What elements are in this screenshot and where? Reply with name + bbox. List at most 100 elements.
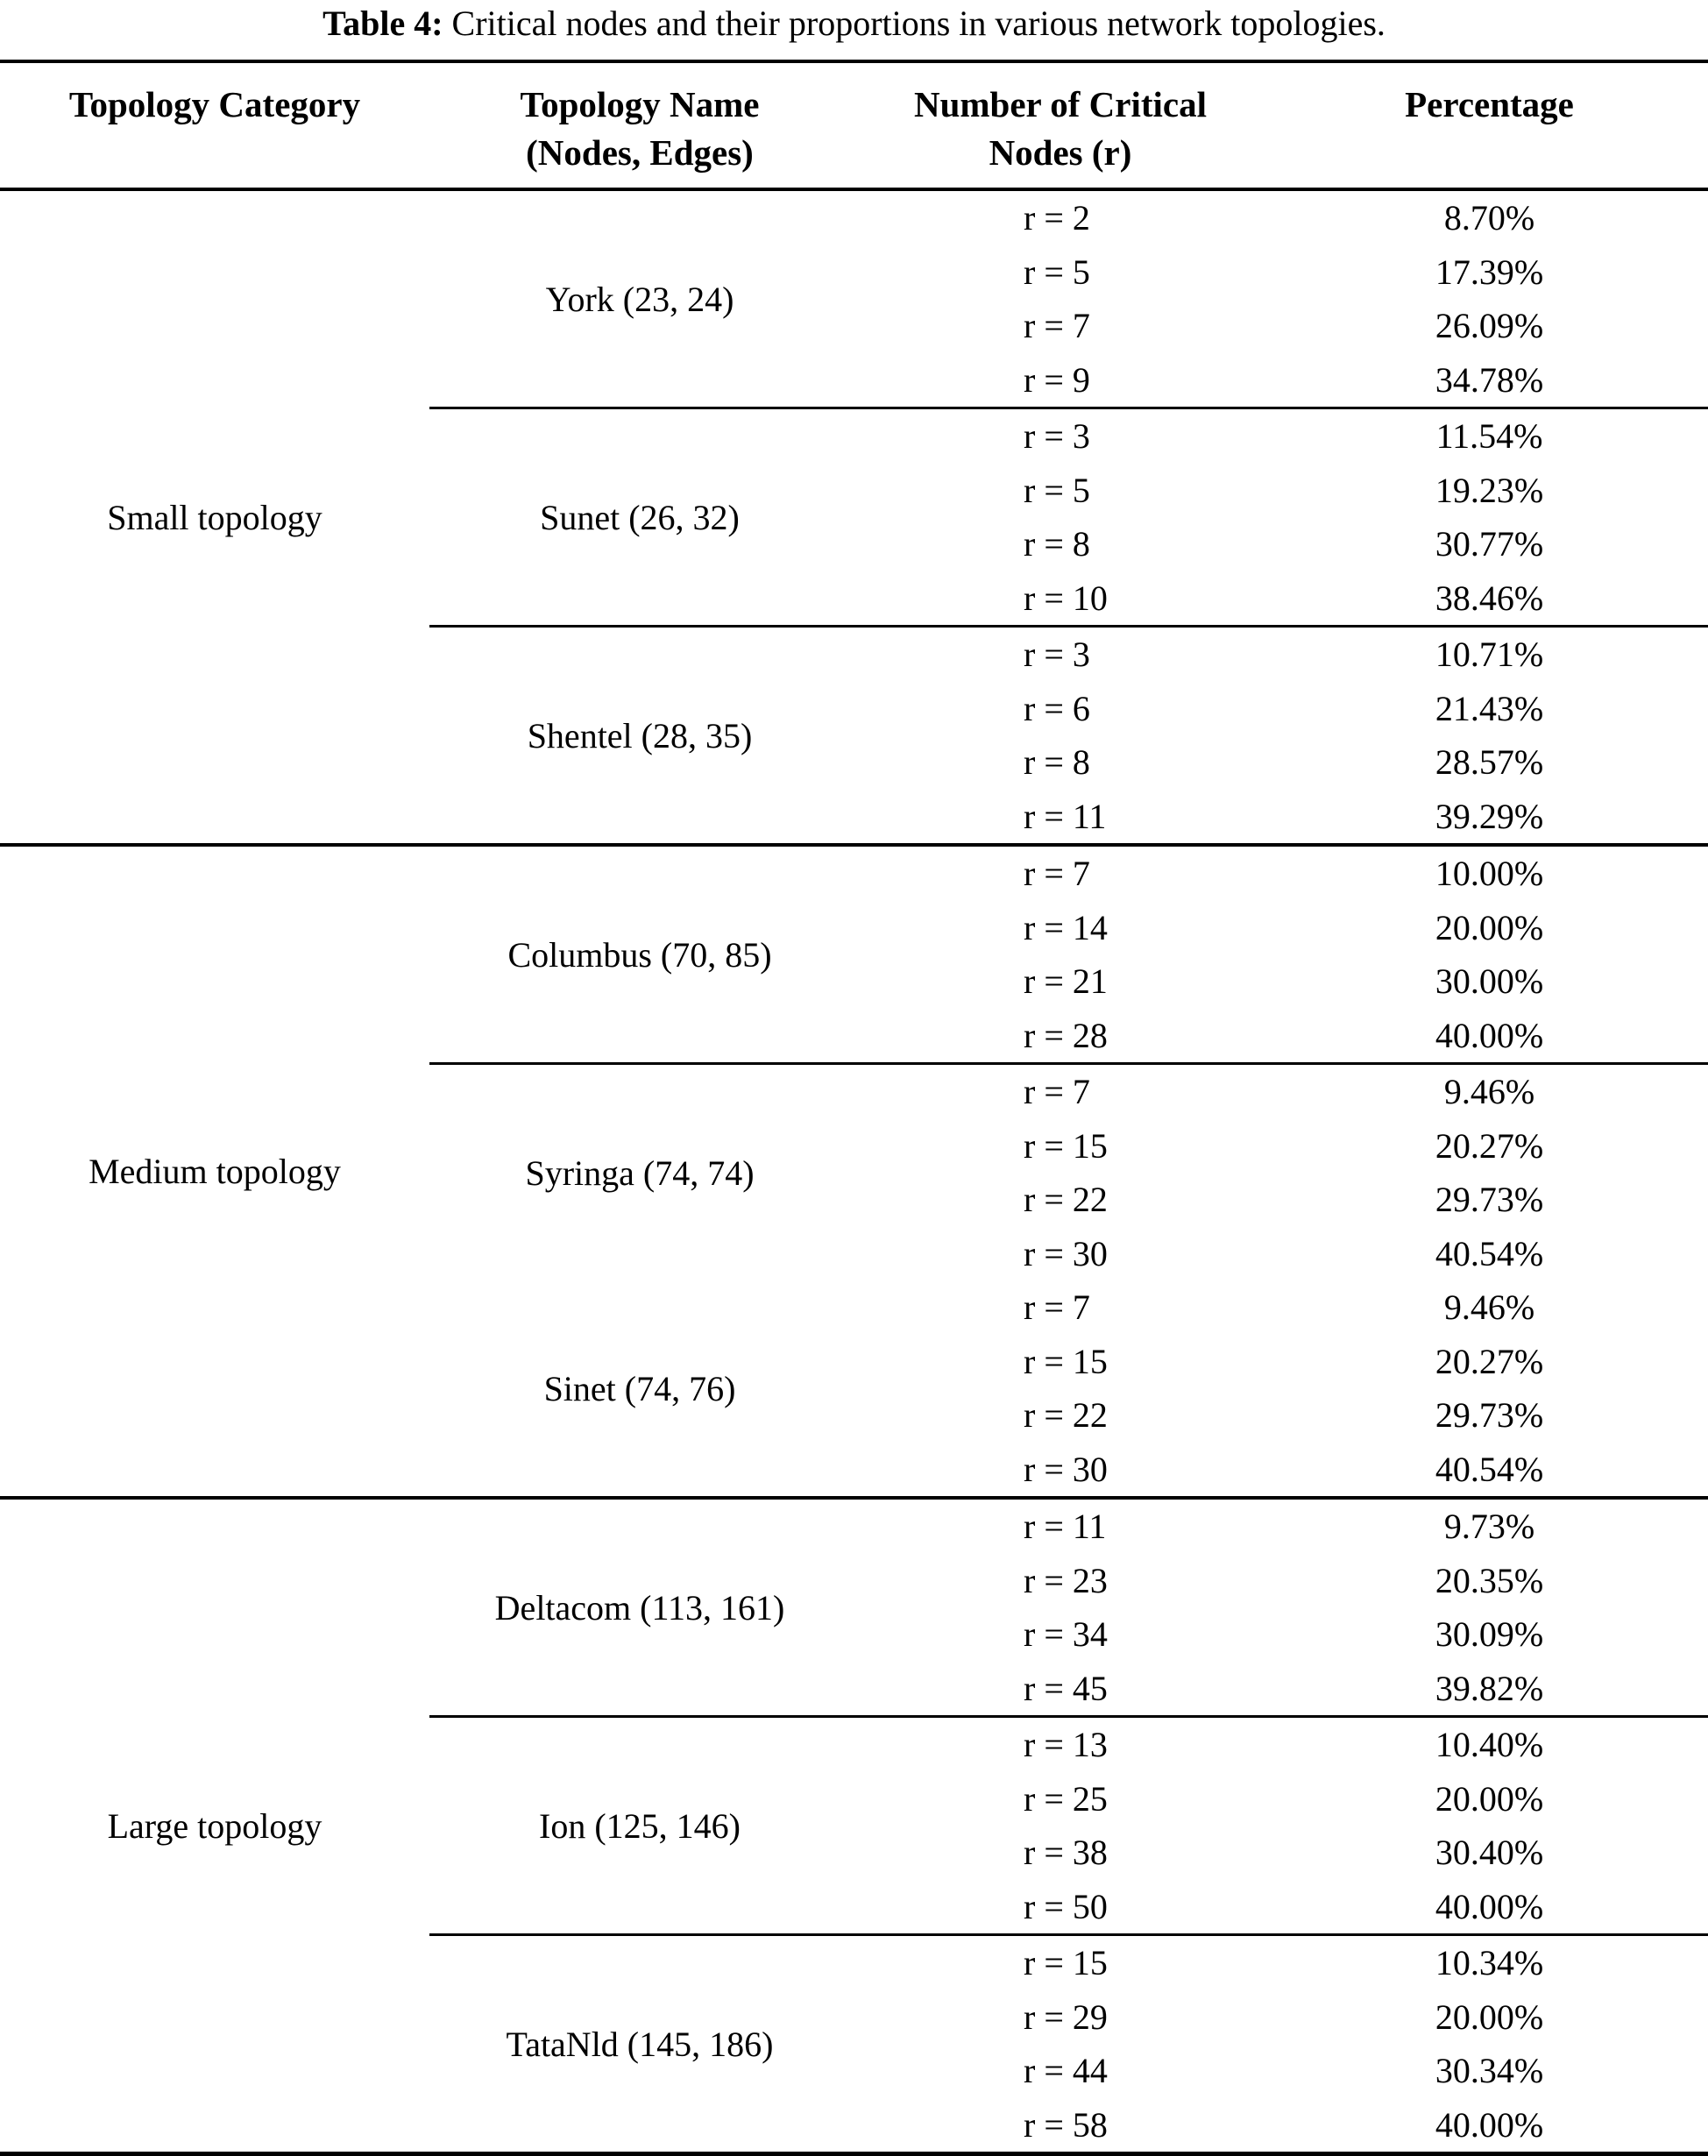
table-row: r = 58 40.00%: [850, 2098, 1708, 2152]
critical-nodes-table: Topology Category Topology Name (Nodes, …: [0, 60, 1708, 2156]
table-row: r = 11 9.73%: [850, 1500, 1708, 1554]
critical-nodes-value: r = 15: [1024, 1341, 1108, 1381]
table-row: r = 8 30.77%: [850, 517, 1708, 571]
percentage-value: 38.46%: [1435, 578, 1544, 618]
table-row: r = 11 39.29%: [850, 790, 1708, 844]
critical-nodes-value: r = 15: [1024, 1125, 1108, 1166]
category-label: Small topology: [107, 497, 322, 537]
topology-rows: r = 7 9.46% r = 15 20.27% r = 22 29.73%: [850, 1280, 1708, 1496]
percentage-value: 10.40%: [1435, 1725, 1544, 1765]
percentage-value: 29.73%: [1435, 1395, 1544, 1436]
critical-nodes-value: r = 38: [1024, 1833, 1108, 1873]
percentage-value: 30.09%: [1435, 1614, 1544, 1655]
topology-rows: r = 3 10.71% r = 6 21.43% r = 8 28.57%: [850, 628, 1708, 843]
topology-rows: r = 15 10.34% r = 29 20.00% r = 44 30.34…: [850, 1936, 1708, 2152]
topology-name: Sunet (26, 32): [540, 497, 740, 537]
critical-nodes-value: r = 8: [1024, 742, 1090, 783]
percentage-value: 21.43%: [1435, 688, 1544, 728]
percentage-value: 9.46%: [1443, 1287, 1535, 1328]
percentage-value: 40.00%: [1435, 2104, 1544, 2145]
percentage-value: 10.71%: [1435, 635, 1544, 675]
category-topologies: Columbus (70, 85) r = 7 10.00% r = 14 20…: [429, 847, 1708, 1496]
percentage-value: 30.00%: [1435, 961, 1544, 1002]
critical-nodes-value: r = 30: [1024, 1233, 1108, 1273]
topology-rows: r = 3 11.54% r = 5 19.23% r = 8 30.77%: [850, 409, 1708, 625]
table-row: r = 7 10.00%: [850, 847, 1708, 901]
category-topologies: Deltacom (113, 161) r = 11 9.73% r = 23 …: [429, 1500, 1708, 2152]
header-topology-category: Topology Category: [0, 81, 429, 177]
topology-name: York (23, 24): [545, 279, 734, 319]
table-row: r = 22 29.73%: [850, 1173, 1708, 1227]
header-number-of-critical-nodes-line2: Nodes (r): [989, 132, 1132, 173]
table-row: r = 6 21.43%: [850, 682, 1708, 736]
percentage-value: 20.00%: [1435, 1996, 1544, 2037]
table-caption-text: Critical nodes and their proportions in …: [451, 4, 1386, 43]
header-topology-name-line1: Topology Name: [520, 84, 760, 124]
percentage-value: 40.00%: [1435, 1886, 1544, 1926]
table-row: r = 22 29.73%: [850, 1388, 1708, 1443]
topology-block-tatanld: TataNld (145, 186) r = 15 10.34% r = 29 …: [429, 1936, 1708, 2152]
critical-nodes-value: r = 3: [1024, 635, 1090, 675]
critical-nodes-value: r = 30: [1024, 1449, 1108, 1489]
topology-name: Syringa (74, 74): [525, 1152, 755, 1193]
topology-block-ion: Ion (125, 146) r = 13 10.40% r = 25 20.0…: [429, 1718, 1708, 1936]
topology-name: Sinet (74, 76): [543, 1368, 736, 1408]
table-row: r = 5 19.23%: [850, 464, 1708, 518]
percentage-value: 20.27%: [1435, 1341, 1544, 1381]
table-row: r = 15 10.34%: [850, 1936, 1708, 1990]
topology-block-syringa: Syringa (74, 74) r = 7 9.46% r = 15 20.2…: [429, 1065, 1708, 1280]
table-row: r = 34 30.09%: [850, 1607, 1708, 1662]
percentage-value: 20.27%: [1435, 1125, 1544, 1166]
table-row: r = 7 9.46%: [850, 1280, 1708, 1335]
table-row: r = 44 30.34%: [850, 2044, 1708, 2098]
percentage-value: 20.00%: [1435, 907, 1544, 947]
critical-nodes-value: r = 25: [1024, 1778, 1108, 1819]
critical-nodes-value: r = 11: [1024, 1507, 1107, 1547]
topology-name: Columbus (70, 85): [507, 934, 772, 975]
percentage-value: 30.34%: [1435, 2051, 1544, 2091]
table-row: r = 50 40.00%: [850, 1880, 1708, 1934]
critical-nodes-value: r = 34: [1024, 1614, 1108, 1655]
topology-block-deltacom: Deltacom (113, 161) r = 11 9.73% r = 23 …: [429, 1500, 1708, 1718]
table-row: r = 2 8.70%: [850, 191, 1708, 245]
topology-rows: r = 2 8.70% r = 5 17.39% r = 7 26.09%: [850, 191, 1708, 407]
critical-nodes-value: r = 3: [1024, 416, 1090, 457]
critical-nodes-value: r = 44: [1024, 2051, 1108, 2091]
category-medium-topology: Medium topology Columbus (70, 85) r = 7 …: [0, 847, 1708, 1500]
percentage-value: 10.34%: [1435, 1943, 1544, 1983]
table-row: r = 7 9.46%: [850, 1065, 1708, 1119]
category-label: Large topology: [107, 1805, 322, 1846]
topology-rows: r = 7 9.46% r = 15 20.27% r = 22 29.73%: [850, 1065, 1708, 1280]
table-row: r = 30 40.54%: [850, 1443, 1708, 1497]
critical-nodes-value: r = 8: [1024, 524, 1090, 564]
percentage-value: 30.40%: [1435, 1833, 1544, 1873]
critical-nodes-value: r = 22: [1024, 1180, 1108, 1220]
percentage-value: 34.78%: [1435, 359, 1544, 400]
critical-nodes-value: r = 15: [1024, 1943, 1108, 1983]
table-row: r = 45 39.82%: [850, 1662, 1708, 1716]
header-number-of-critical-nodes-line1: Number of Critical: [913, 84, 1207, 124]
topology-block-york: York (23, 24) r = 2 8.70% r = 5 17.39% r…: [429, 191, 1708, 409]
table-row: r = 15 20.27%: [850, 1335, 1708, 1389]
category-small-topology: Small topology York (23, 24) r = 2 8.70%…: [0, 191, 1708, 847]
percentage-value: 10.00%: [1435, 854, 1544, 894]
topology-name: Ion (125, 146): [539, 1805, 741, 1846]
topology-block-sunet: Sunet (26, 32) r = 3 11.54% r = 5 19.23%…: [429, 409, 1708, 628]
table-header-row: Topology Category Topology Name (Nodes, …: [0, 63, 1708, 191]
table-row: r = 13 10.40%: [850, 1718, 1708, 1772]
topology-name: Shentel (28, 35): [527, 715, 753, 755]
header-number-of-critical-nodes: Number of Critical Nodes (r): [850, 81, 1271, 177]
critical-nodes-value: r = 7: [1024, 306, 1090, 346]
table-row: r = 3 10.71%: [850, 628, 1708, 682]
header-percentage-text: Percentage: [1405, 84, 1574, 124]
table-row: r = 23 20.35%: [850, 1554, 1708, 1608]
header-percentage: Percentage: [1271, 81, 1708, 177]
table-row: r = 14 20.00%: [850, 901, 1708, 955]
percentage-value: 30.77%: [1435, 524, 1544, 564]
percentage-value: 40.00%: [1435, 1015, 1544, 1055]
critical-nodes-value: r = 45: [1024, 1668, 1108, 1708]
percentage-value: 39.29%: [1435, 796, 1544, 836]
table-row: r = 10 38.46%: [850, 571, 1708, 626]
percentage-value: 40.54%: [1435, 1233, 1544, 1273]
category-topologies: York (23, 24) r = 2 8.70% r = 5 17.39% r…: [429, 191, 1708, 843]
